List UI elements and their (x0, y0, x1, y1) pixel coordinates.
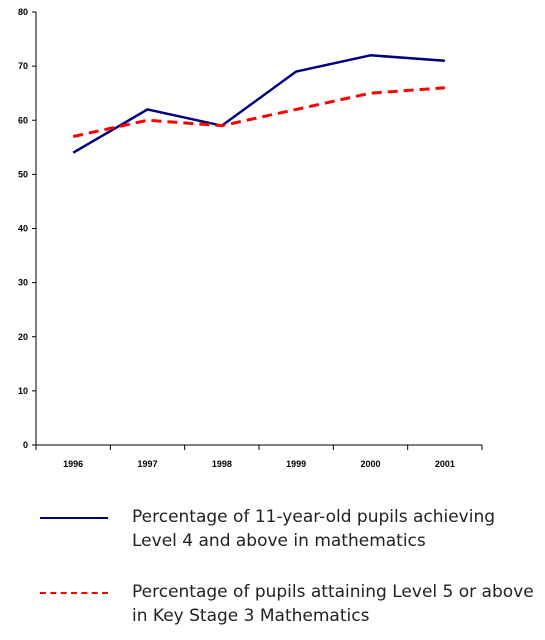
x-tick-label: 1996 (63, 459, 83, 469)
y-tick-label: 50 (18, 169, 28, 179)
y-tick-label: 80 (18, 7, 28, 17)
y-axis-ticks: 0 10 20 30 40 50 60 70 80 (18, 7, 36, 450)
y-tick-label: 60 (18, 115, 28, 125)
x-tick-label: 2000 (360, 459, 380, 469)
y-tick-label: 20 (18, 332, 28, 342)
series-line-2 (72, 86, 445, 138)
legend-swatch-solid (40, 517, 108, 519)
y-tick-label: 10 (18, 386, 28, 396)
x-tick-label: 1998 (212, 459, 232, 469)
line-chart: 0 10 20 30 40 50 60 70 80 1996 1997 1998 1999 2000 20… (18, 7, 483, 469)
x-tick-label: 1997 (137, 459, 157, 469)
legend-label-1: Percentage of 11-year-old pupils achievi… (132, 507, 496, 551)
y-tick-label: 40 (18, 224, 28, 234)
legend-label-2: Percentage of pupils attaining Level 5 o… (132, 582, 534, 626)
y-tick-label: 0 (23, 440, 28, 450)
legend-item-2: Percentage of pupils attaining Level 5 o… (40, 580, 540, 640)
y-tick-label: 30 (18, 278, 28, 288)
x-axis-ticks: 1996 1997 1998 1999 2000 2001 (35, 445, 483, 469)
x-tick-label: 1999 (286, 459, 306, 469)
legend-item-1: Percentage of 11-year-old pupils achievi… (40, 505, 540, 565)
x-tick-label: 2001 (435, 459, 455, 469)
series-line-1 (72, 54, 445, 154)
legend: Percentage of 11-year-old pupils achievi… (40, 505, 540, 640)
series-layer (72, 54, 445, 154)
legend-swatch-dashed (40, 592, 108, 594)
y-tick-label: 70 (18, 61, 28, 71)
